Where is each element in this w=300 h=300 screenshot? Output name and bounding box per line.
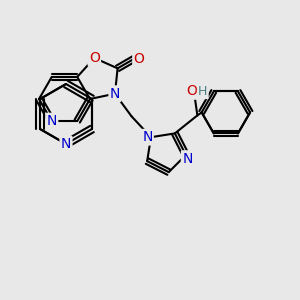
- Text: O: O: [134, 52, 144, 66]
- Text: N: N: [46, 114, 57, 128]
- Text: H: H: [198, 85, 208, 98]
- Text: O: O: [89, 51, 100, 65]
- Text: O: O: [186, 84, 197, 98]
- Text: N: N: [61, 137, 71, 151]
- Text: N: N: [110, 87, 120, 101]
- Text: N: N: [142, 130, 152, 144]
- Text: N: N: [182, 152, 193, 166]
